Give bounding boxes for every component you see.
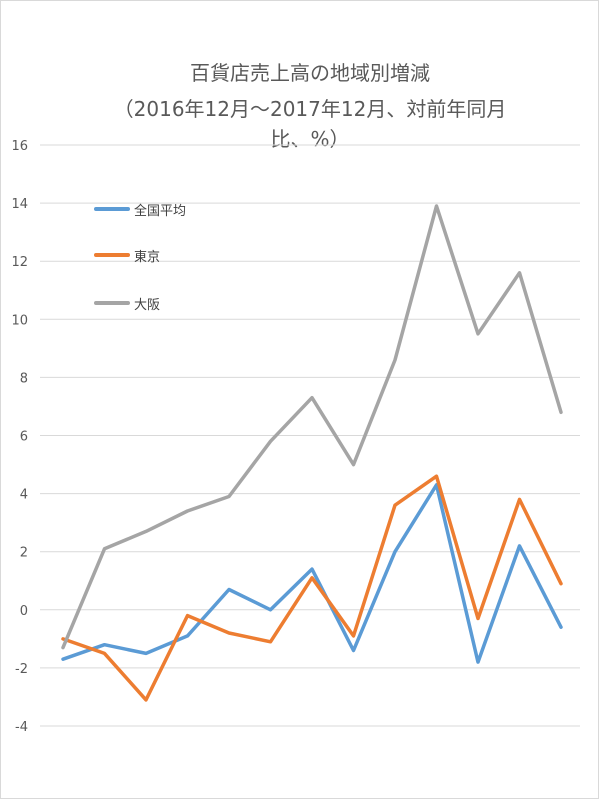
legend-item-osaka: 大阪 xyxy=(94,293,160,313)
y-tick-label-10: -4 xyxy=(15,720,28,735)
legend-label-national-average: 全国平均 xyxy=(134,203,187,219)
y-tick-label-1: 14 xyxy=(11,197,28,212)
chart-title-line-2: （2016年12月～2017年12月、対前年同月 xyxy=(113,97,507,121)
legend-swatch-osaka xyxy=(94,301,130,305)
y-tick-label-7: 2 xyxy=(20,546,28,561)
chart-title-line-3: 比、%） xyxy=(270,127,350,151)
legend-swatch-tokyo xyxy=(94,253,130,257)
legend-item-tokyo: 東京 xyxy=(94,245,160,265)
y-tick-label-3: 10 xyxy=(11,313,28,328)
legend-label-osaka: 大阪 xyxy=(134,297,161,313)
legend-swatch-national-average xyxy=(94,207,130,211)
chart-title-line-1: 百貨店売上高の地域別増減 xyxy=(190,61,430,85)
legend-label-tokyo: 東京 xyxy=(134,249,161,265)
y-tick-label-4: 8 xyxy=(20,371,28,386)
y-tick-label-8: 0 xyxy=(20,604,28,619)
legend-item-national-average: 全国平均 xyxy=(94,199,186,219)
series-line-2 xyxy=(61,204,563,650)
y-tick-label-9: -2 xyxy=(15,662,28,677)
y-tick-label-6: 4 xyxy=(20,488,28,503)
y-tick-label-0: 16 xyxy=(11,139,28,154)
y-tick-label-2: 12 xyxy=(11,255,28,270)
y-tick-label-5: 6 xyxy=(20,430,28,445)
series-line-1 xyxy=(61,474,563,702)
series-line-0 xyxy=(61,483,563,664)
